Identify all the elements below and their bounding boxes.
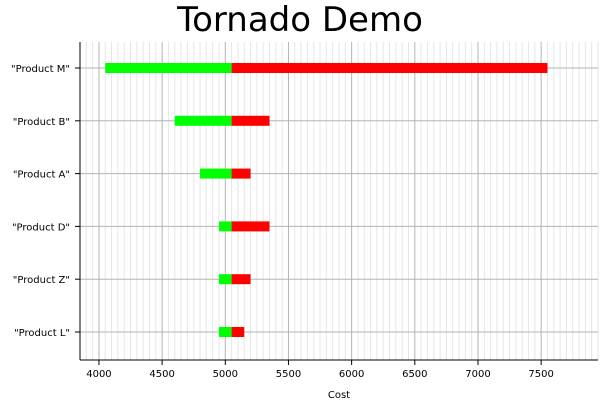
x-tick-label: 4500 (149, 369, 174, 380)
x-tick-label: 4000 (86, 369, 111, 380)
x-tick-label: 7000 (465, 369, 490, 380)
x-axis-title: Cost (328, 390, 350, 400)
high-bar (231, 327, 245, 337)
high-bar (231, 274, 251, 285)
y-tick-label: "Product M" (11, 64, 70, 75)
y-tick-label: "Product B" (13, 117, 70, 128)
low-bar (218, 274, 232, 285)
high-bar (231, 63, 548, 73)
y-tick-label: "Product D" (12, 222, 70, 233)
x-tick-label: 6500 (402, 369, 427, 380)
low-bar (105, 63, 232, 73)
y-tick-label: "Product Z" (13, 275, 70, 286)
high-bar (231, 221, 270, 232)
x-tick-label: 7500 (528, 369, 553, 380)
high-bar (231, 115, 270, 126)
high-bar (231, 168, 251, 179)
chart-title: Tornado Demo (177, 0, 423, 40)
y-tick-label: "Product A" (13, 170, 70, 181)
low-bar (174, 115, 232, 126)
x-tick-label: 6000 (339, 369, 364, 380)
x-tick-label: 5500 (276, 369, 301, 380)
low-bar (218, 327, 232, 337)
y-tick-label: "Product L" (14, 328, 70, 339)
x-tick-label: 5000 (213, 369, 238, 380)
low-bar (218, 221, 232, 232)
low-bar (200, 168, 232, 179)
